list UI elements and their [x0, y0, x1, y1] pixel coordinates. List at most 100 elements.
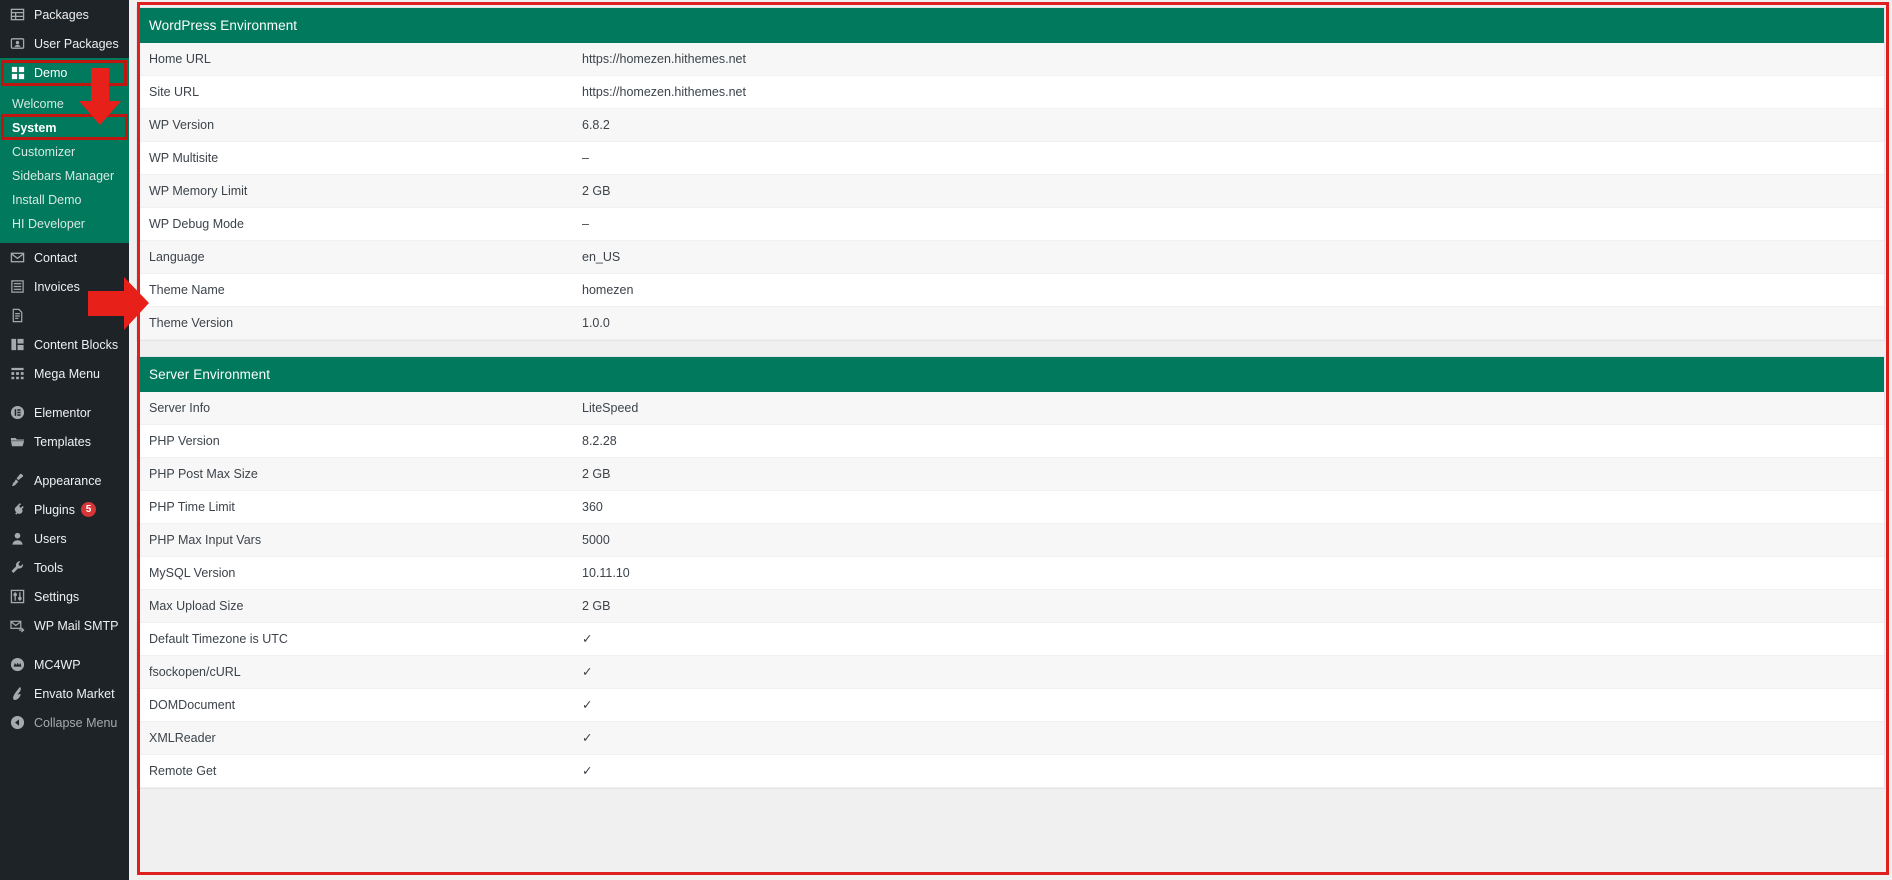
sidebar-item-user-packages[interactable]: User Packages [0, 29, 129, 58]
sidebar-item-packages[interactable]: Packages [0, 0, 129, 29]
row-value: LiteSpeed [570, 392, 1884, 425]
sidebar-separator-2 [0, 456, 129, 466]
row-value: 10.11.10 [570, 556, 1884, 590]
sidebar-item-collapse-menu[interactable]: Collapse Menu [0, 708, 129, 737]
table-row: Server Info LiteSpeed [137, 392, 1884, 425]
wrench-icon [8, 559, 27, 577]
sidebar-item-settings[interactable]: Settings [0, 582, 129, 611]
sidebar-item-label: Invoices [34, 279, 80, 294]
row-label: PHP Time Limit [137, 490, 570, 524]
plugins-update-badge: 5 [81, 502, 96, 517]
sidebar-item-label: Templates [34, 434, 91, 449]
sidebar-item-invoices[interactable]: Invoices [0, 272, 129, 301]
row-label: WP Multisite [137, 141, 570, 175]
row-label: Max Upload Size [137, 589, 570, 623]
sliders-icon [8, 588, 27, 606]
sidebar-item-contact[interactable]: Contact [0, 243, 129, 272]
row-label: Site URL [137, 75, 570, 109]
table-row: PHP Max Input Vars 5000 [137, 523, 1884, 557]
row-value: – [570, 207, 1884, 241]
row-label: Language [137, 240, 570, 274]
sidebar-item-obscured[interactable] [0, 301, 129, 330]
paintbrush-icon [8, 472, 27, 490]
server-environment-panel: Server Environment Server Info LiteSpeed… [136, 356, 1885, 789]
row-value: 6.8.2 [570, 108, 1884, 142]
menu-grid-icon [8, 365, 27, 383]
envelope-icon [8, 249, 27, 267]
table-row: MySQL Version 10.11.10 [137, 556, 1884, 590]
table-row: Remote Get ✓ [137, 754, 1884, 788]
sidebar-item-label: Content Blocks [34, 337, 119, 352]
sidebar-item-label: Packages [34, 7, 89, 22]
sidebar-separator-3 [0, 640, 129, 650]
row-label: fsockopen/cURL [137, 655, 570, 689]
row-value: https://homezen.hithemes.net [570, 75, 1884, 109]
collapse-arrow-icon [8, 714, 27, 732]
sidebar-item-plugins[interactable]: Plugins 5 [0, 495, 129, 524]
row-label: WP Debug Mode [137, 207, 570, 241]
sidebar-item-templates[interactable]: Templates [0, 427, 129, 456]
row-label: WP Memory Limit [137, 174, 570, 208]
sidebar-item-label: Contact [34, 250, 78, 265]
table-row: DOMDocument ✓ [137, 688, 1884, 722]
user-icon [8, 530, 27, 548]
submenu-item-hi-developer[interactable]: HI Developer [12, 217, 85, 231]
row-label: Default Timezone is UTC [137, 622, 570, 656]
row-check-icon: ✓ [570, 655, 1884, 689]
table-row: Site URL https://homezen.hithemes.net [137, 75, 1884, 109]
submenu-item-welcome[interactable]: Welcome [12, 97, 64, 111]
sidebar-item-mega-menu[interactable]: Mega Menu [0, 359, 129, 388]
sidebar-separator [0, 388, 129, 398]
row-value: – [570, 141, 1884, 175]
panel-title: Server Environment [137, 357, 1884, 392]
sidebar-item-label: WP Mail SMTP [34, 618, 119, 633]
table-row: Max Upload Size 2 GB [137, 589, 1884, 623]
sidebar-item-envato-market[interactable]: Envato Market [0, 679, 129, 708]
system-info-content: WordPress Environment Home URL https://h… [129, 0, 1892, 880]
row-label: PHP Post Max Size [137, 457, 570, 491]
panel-title: WordPress Environment [137, 8, 1884, 43]
row-label: Home URL [137, 43, 570, 76]
submenu-item-system[interactable]: System [12, 121, 57, 135]
sidebar-item-wp-mail-smtp[interactable]: WP Mail SMTP [0, 611, 129, 640]
table-row: Default Timezone is UTC ✓ [137, 622, 1884, 656]
admin-sidebar: Packages User Packages Demo Welcome [0, 0, 129, 880]
row-value: en_US [570, 240, 1884, 274]
table-row: Language en_US [137, 240, 1884, 274]
row-label: MySQL Version [137, 556, 570, 590]
demo-submenu: Welcome System Customizer Sidebars Manag… [0, 87, 129, 243]
elementor-circle-icon [8, 404, 27, 422]
row-value: homezen [570, 273, 1884, 307]
sidebar-item-label: Elementor [34, 405, 91, 420]
wordpress-environment-panel: WordPress Environment Home URL https://h… [136, 7, 1885, 341]
row-check-icon: ✓ [570, 721, 1884, 755]
submenu-item-install-demo[interactable]: Install Demo [12, 193, 82, 207]
row-value: 8.2.28 [570, 424, 1884, 458]
sidebar-item-label: Tools [34, 560, 64, 575]
plug-icon [8, 501, 27, 519]
sidebar-item-tools[interactable]: Tools [0, 553, 129, 582]
sidebar-item-users[interactable]: Users [0, 524, 129, 553]
table-row: WP Debug Mode – [137, 207, 1884, 241]
sidebar-item-label: User Packages [34, 36, 119, 51]
sidebar-item-mc4wp[interactable]: MC4WP [0, 650, 129, 679]
submenu-item-sidebars-manager[interactable]: Sidebars Manager [12, 169, 115, 183]
row-value: 2 GB [570, 457, 1884, 491]
table-row: PHP Version 8.2.28 [137, 424, 1884, 458]
row-label: Theme Version [137, 306, 570, 340]
sidebar-item-demo[interactable]: Demo [0, 58, 129, 87]
sidebar-item-elementor[interactable]: Elementor [0, 398, 129, 427]
table-row: WP Version 6.8.2 [137, 108, 1884, 142]
sidebar-item-label: MC4WP [34, 657, 81, 672]
sidebar-item-content-blocks[interactable]: Content Blocks [0, 330, 129, 359]
envato-icon [8, 685, 27, 703]
table-row: XMLReader ✓ [137, 721, 1884, 755]
wordpress-environment-table: Home URL https://homezen.hithemes.net Si… [137, 43, 1884, 340]
submenu-item-customizer[interactable]: Customizer [12, 145, 76, 159]
sidebar-item-appearance[interactable]: Appearance [0, 466, 129, 495]
sidebar-item-label: Settings [34, 589, 80, 604]
mail-send-icon [8, 617, 27, 635]
row-label: PHP Max Input Vars [137, 523, 570, 557]
document-page-icon [8, 307, 27, 325]
